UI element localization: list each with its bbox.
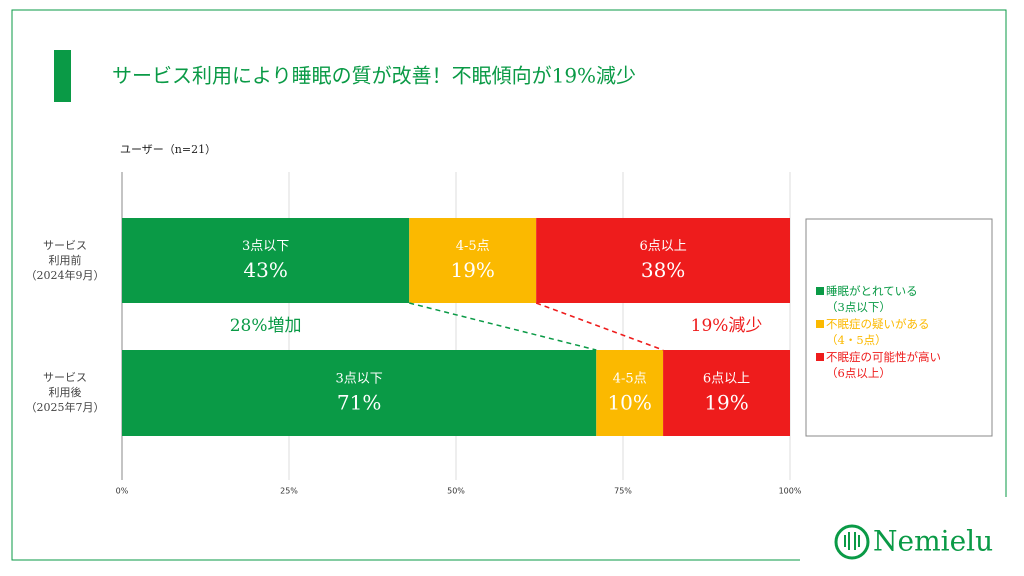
data-label: 71% xyxy=(337,391,381,415)
annotation: 28%増加 xyxy=(230,316,302,336)
legend-box xyxy=(805,218,993,437)
chart-title: サービス利用により睡眠の質が改善！不眠傾向が19%減少 xyxy=(112,64,636,88)
legend-label: 不眠症の疑いがある （4・5点） xyxy=(826,317,930,347)
x-tick-label: 50% xyxy=(447,487,465,496)
x-tick-label: 0% xyxy=(116,487,129,496)
segment-name: 3点以下 xyxy=(242,239,289,254)
legend-label: 不眠症の可能性が高い （6点以上） xyxy=(826,350,941,380)
connector xyxy=(535,302,664,351)
x-tick-label: 100% xyxy=(779,487,802,496)
segment-name: 6点以上 xyxy=(703,372,750,387)
logo: Nemielu xyxy=(873,525,993,558)
connector xyxy=(409,302,597,351)
y-tick-label: サービス 利用後 （2025年7月） xyxy=(25,371,105,414)
data-label: 10% xyxy=(607,391,651,415)
data-label: 19% xyxy=(450,258,494,282)
legend-marker xyxy=(816,320,824,328)
bar-segment xyxy=(536,218,790,303)
data-label: 38% xyxy=(641,258,685,282)
logo-icon xyxy=(834,524,870,560)
data-label: 19% xyxy=(704,391,748,415)
segment-name: 3点以下 xyxy=(335,372,382,387)
bar-segment xyxy=(122,350,597,436)
bar-segment xyxy=(663,350,790,436)
bar-segment xyxy=(409,218,537,303)
bar-segment xyxy=(122,218,410,303)
segment-name: 4-5点 xyxy=(613,372,647,387)
subtitle: ユーザー（n=21） xyxy=(120,143,216,156)
x-tick-label: 25% xyxy=(280,487,298,496)
frame xyxy=(11,9,1007,561)
title-bar xyxy=(54,50,71,102)
annotation: 19%減少 xyxy=(691,316,763,336)
legend-marker xyxy=(816,287,824,295)
data-label: 43% xyxy=(243,258,287,282)
legend-label: 睡眠がとれている （3点以下） xyxy=(826,284,918,314)
legend-marker xyxy=(816,353,824,361)
bar-segment xyxy=(596,350,664,436)
segment-name: 6点以上 xyxy=(639,239,686,254)
segment-name: 4-5点 xyxy=(456,239,490,254)
logo-icon-lines xyxy=(844,532,860,550)
x-tick-label: 75% xyxy=(614,487,632,496)
y-tick-label: サービス 利用前 （2024年9月） xyxy=(25,238,105,282)
